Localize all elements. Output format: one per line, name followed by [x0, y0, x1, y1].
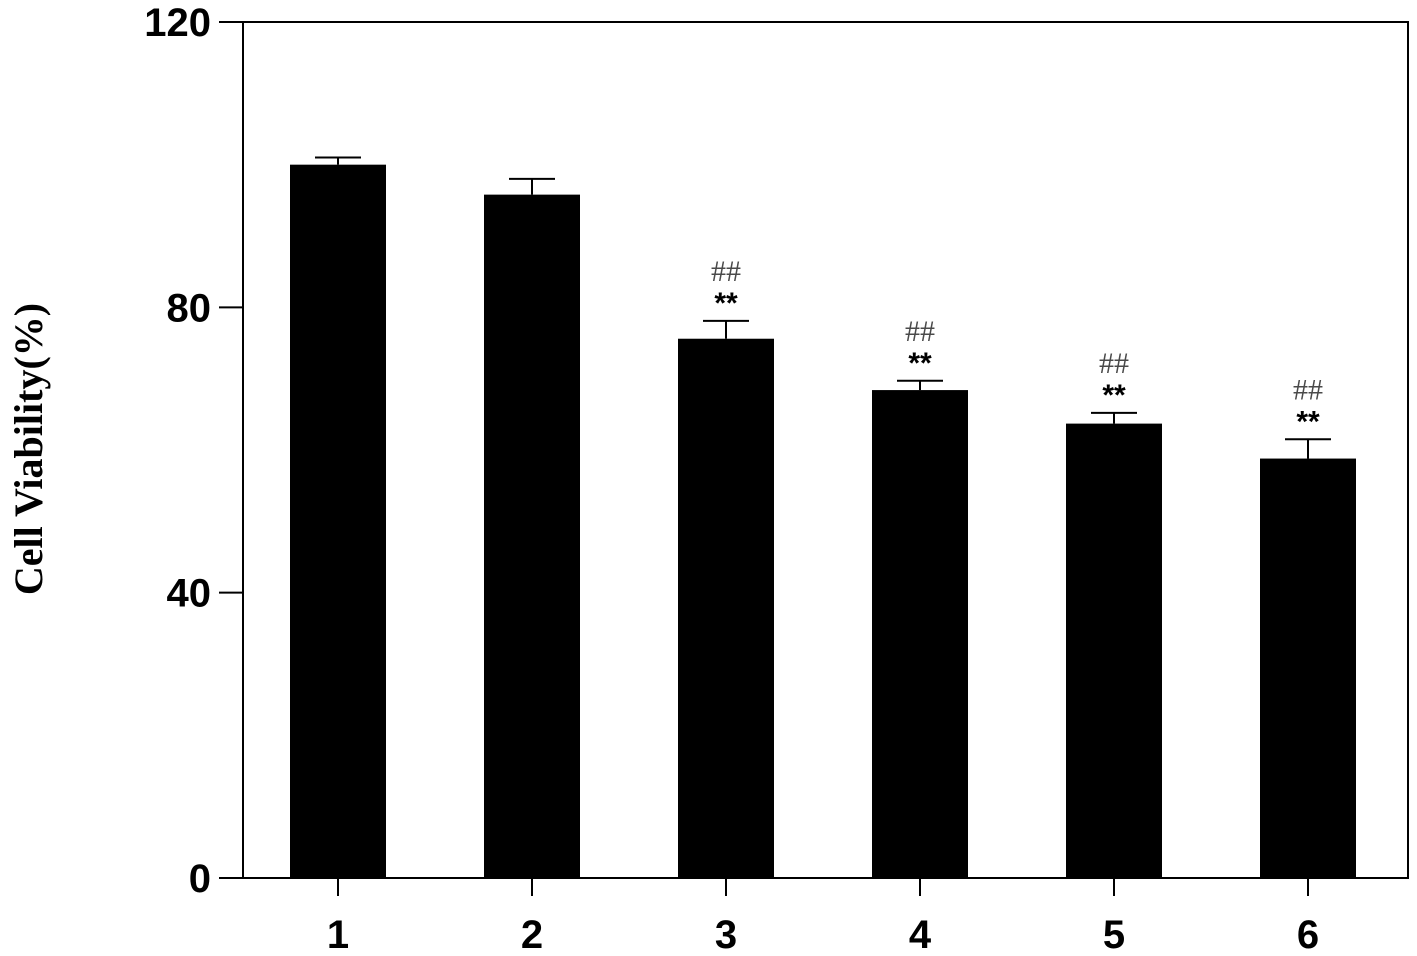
- significance-star-3: **: [714, 287, 738, 320]
- x-tick-label-2: 2: [521, 913, 543, 956]
- y-tick-label: 0: [189, 857, 211, 901]
- y-tick-label: 80: [167, 286, 212, 330]
- bar-3: [678, 338, 774, 879]
- error-bars-group: [315, 156, 1331, 459]
- significance-hash-6: ##: [1293, 373, 1323, 406]
- axes-group: 0 40 80 120 1 2 3 4 5 6: [144, 1, 1319, 956]
- x-tick-label-4: 4: [909, 913, 932, 956]
- y-tick-label: 120: [144, 1, 211, 45]
- x-tick-label-5: 5: [1103, 913, 1125, 956]
- significance-hash-5: ##: [1099, 347, 1129, 380]
- bar-4: [872, 390, 968, 878]
- bar-6: [1260, 458, 1356, 878]
- x-tick-label-1: 1: [327, 913, 349, 956]
- y-axis-title: Cell Viability(%): [6, 303, 51, 595]
- significance-star-5: **: [1102, 379, 1126, 412]
- bars-group: [290, 164, 1356, 879]
- bar-2: [484, 194, 580, 879]
- bar-1: [290, 164, 386, 878]
- significance-star-6: **: [1296, 405, 1320, 438]
- x-tick-label-3: 3: [715, 913, 737, 956]
- plot-frame: [242, 21, 1409, 879]
- significance-hash-3: ##: [711, 255, 741, 288]
- significance-annotations: **##**##**##**##: [711, 255, 1323, 438]
- y-tick-label: 40: [167, 572, 212, 616]
- significance-hash-4: ##: [905, 315, 935, 348]
- bar-5: [1066, 423, 1162, 878]
- plot-border: [242, 21, 1409, 879]
- x-tick-label-6: 6: [1297, 913, 1319, 956]
- significance-star-4: **: [908, 347, 932, 380]
